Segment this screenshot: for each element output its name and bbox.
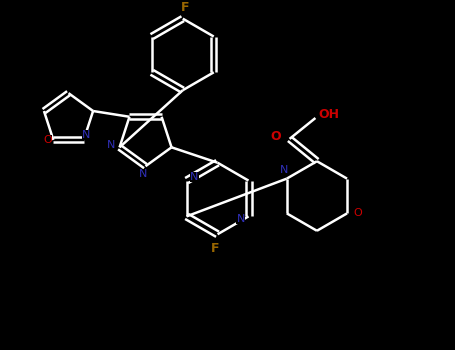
Text: F: F — [211, 241, 219, 255]
Text: N: N — [82, 130, 91, 140]
Text: N: N — [280, 164, 288, 175]
Text: O: O — [354, 208, 362, 218]
Text: N: N — [190, 172, 199, 182]
Text: N: N — [237, 214, 245, 224]
Text: F: F — [181, 1, 190, 14]
Text: O: O — [43, 135, 52, 145]
Text: O: O — [270, 130, 281, 143]
Text: N: N — [106, 140, 115, 150]
Text: OH: OH — [319, 107, 340, 120]
Text: N: N — [139, 169, 147, 179]
